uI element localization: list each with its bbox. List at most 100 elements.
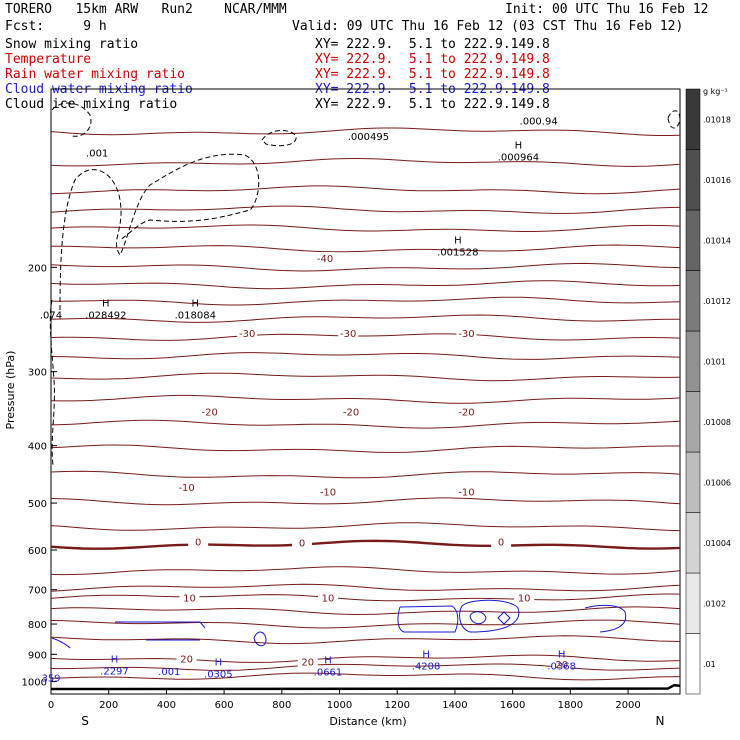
colorbar-segment xyxy=(685,270,701,332)
temperature-isotherm xyxy=(50,296,681,306)
valid-time: Valid: 09 UTC Thu 16 Feb 12 (03 CST Thu … xyxy=(292,19,684,34)
temperature-label: -20 xyxy=(458,407,474,418)
temperature-label-bg xyxy=(551,658,572,671)
plot-frame xyxy=(50,88,681,695)
temperature-label-bg xyxy=(456,326,477,339)
temperature-isotherm xyxy=(50,663,681,671)
y-tick-label: 800 xyxy=(28,620,47,631)
temperature-isotherm xyxy=(50,333,681,341)
temperature-isotherm xyxy=(50,619,681,629)
temperature-isotherm xyxy=(50,394,681,404)
cloud-water-extremum-label-marker: H xyxy=(558,650,566,661)
y-axis-label: Pressure (hPa) xyxy=(4,351,17,430)
cloud-water-contour xyxy=(253,631,267,647)
temperature-isotherm xyxy=(50,497,681,506)
temperature-isotherm xyxy=(50,314,680,323)
snow-extremum-label: .074 xyxy=(40,310,62,321)
temperature-isotherm xyxy=(50,224,681,232)
cloud-water-extremum-label: .001 xyxy=(158,667,180,678)
temperature-label-bg xyxy=(199,405,220,418)
temperature-label-bg xyxy=(456,405,477,418)
x-tick-label: 400 xyxy=(157,700,176,711)
temperature-isotherm xyxy=(50,593,681,602)
colorbar-tick-label: .0102 xyxy=(703,599,726,608)
temperature-isotherm xyxy=(50,672,681,681)
temperature-isotherm xyxy=(50,127,681,136)
colorbar-tick-label: .01008 xyxy=(703,418,731,427)
ice-extremum-label: .000.94 xyxy=(520,116,558,127)
snow-contour xyxy=(667,110,681,129)
colorbar-tick-label: .01016 xyxy=(703,176,731,185)
x-tick-label: 200 xyxy=(99,700,118,711)
snow-extremum-label-marker: H xyxy=(192,298,200,309)
temperature-isotherm xyxy=(50,583,681,592)
temperature-label: -30 xyxy=(239,329,255,340)
colorbar-tick-label: .01012 xyxy=(703,297,731,306)
cloud-water-extremum-label: .2297 xyxy=(100,666,129,677)
temperature-isotherm xyxy=(50,205,681,214)
field-xy-temperature: XY= 222.9. 5.1 to 222.9.149.8 xyxy=(315,52,550,67)
temperature-label-bg xyxy=(188,535,209,548)
colorbar-segment xyxy=(685,330,701,392)
temperature-label-bg xyxy=(297,655,318,668)
temperature-label: -10 xyxy=(320,488,336,499)
snow-extremum-label: .018084 xyxy=(175,310,216,321)
cloud-water-extremum-label: .0661 xyxy=(314,668,343,679)
cloud-water-extremum-label: .0305 xyxy=(204,670,233,681)
temperature-label-bg xyxy=(317,485,338,498)
cloud-water-extremum-label-marker: H xyxy=(324,656,332,667)
temperature-label-bg xyxy=(176,652,197,665)
temperature-label: -10 xyxy=(178,483,194,494)
temperature-label-bg xyxy=(338,326,359,339)
temperature-label-bg xyxy=(176,481,197,494)
temperature-label: -20 xyxy=(202,407,218,418)
colorbar-segment xyxy=(685,149,701,211)
temperature-label-bg xyxy=(315,252,336,265)
y-tick-label: 400 xyxy=(28,442,47,453)
colorbar-segment xyxy=(685,209,701,271)
colorbar-segment xyxy=(685,512,701,574)
cloud-water-extremum-label-marker: H xyxy=(111,654,119,665)
ice-extremum-label: .000495 xyxy=(348,132,389,143)
colorbar-segment xyxy=(685,451,701,513)
snow-extremum-label: .001 xyxy=(86,149,108,160)
x-tick-label: 1200 xyxy=(385,700,410,711)
temperature-label: -40 xyxy=(317,254,333,265)
temperature-label: 10 xyxy=(322,594,335,605)
temperature-label-bg xyxy=(456,485,477,498)
temperature-label: -20 xyxy=(343,407,359,418)
ground-line xyxy=(50,683,681,691)
cloud-water-contour xyxy=(584,604,627,633)
temperature-isotherm xyxy=(50,606,681,616)
field-label-temperature: Temperature xyxy=(5,52,92,67)
x-tick-label: 1600 xyxy=(500,700,525,711)
colorbar-segment xyxy=(685,391,701,453)
temperature-label: 0 xyxy=(498,537,504,548)
snow-contour xyxy=(49,299,55,466)
temperature-isotherm xyxy=(50,185,681,195)
temperature-label: 20 xyxy=(180,655,193,666)
cloud-water-contour xyxy=(497,611,511,625)
cloud-water-extremum-label-marker: H xyxy=(215,658,223,669)
x-tick-label: 1800 xyxy=(558,700,583,711)
snow-extremum-label: .001528 xyxy=(437,247,478,258)
temperature-label-bg xyxy=(179,591,200,604)
cloud-water-contour xyxy=(469,611,487,625)
snow-contour xyxy=(261,130,297,147)
temperature-isotherm xyxy=(50,372,681,382)
temperature-label: -30 xyxy=(340,329,356,340)
colorbar-tick-label: .01018 xyxy=(703,115,731,124)
field-xy-rain: XY= 222.9. 5.1 to 222.9.149.8 xyxy=(315,67,550,82)
temperature-label: 0 xyxy=(195,537,201,548)
field-xy-snow: XY= 222.9. 5.1 to 222.9.149.8 xyxy=(315,37,550,52)
cloud-water-contour xyxy=(397,605,459,633)
forecast-hour: Fcst: 9 h xyxy=(5,19,107,34)
cloud-water-extremum-label-marker: H xyxy=(422,650,430,661)
temperature-label: 10 xyxy=(183,594,196,605)
field-label-rain: Rain water mixing ratio xyxy=(5,67,186,82)
temperature-label: 20 xyxy=(555,660,568,671)
x-tick-label: 1400 xyxy=(442,700,467,711)
temperature-isotherm xyxy=(50,444,680,453)
snow-extremum-label-marker: H xyxy=(102,298,110,309)
